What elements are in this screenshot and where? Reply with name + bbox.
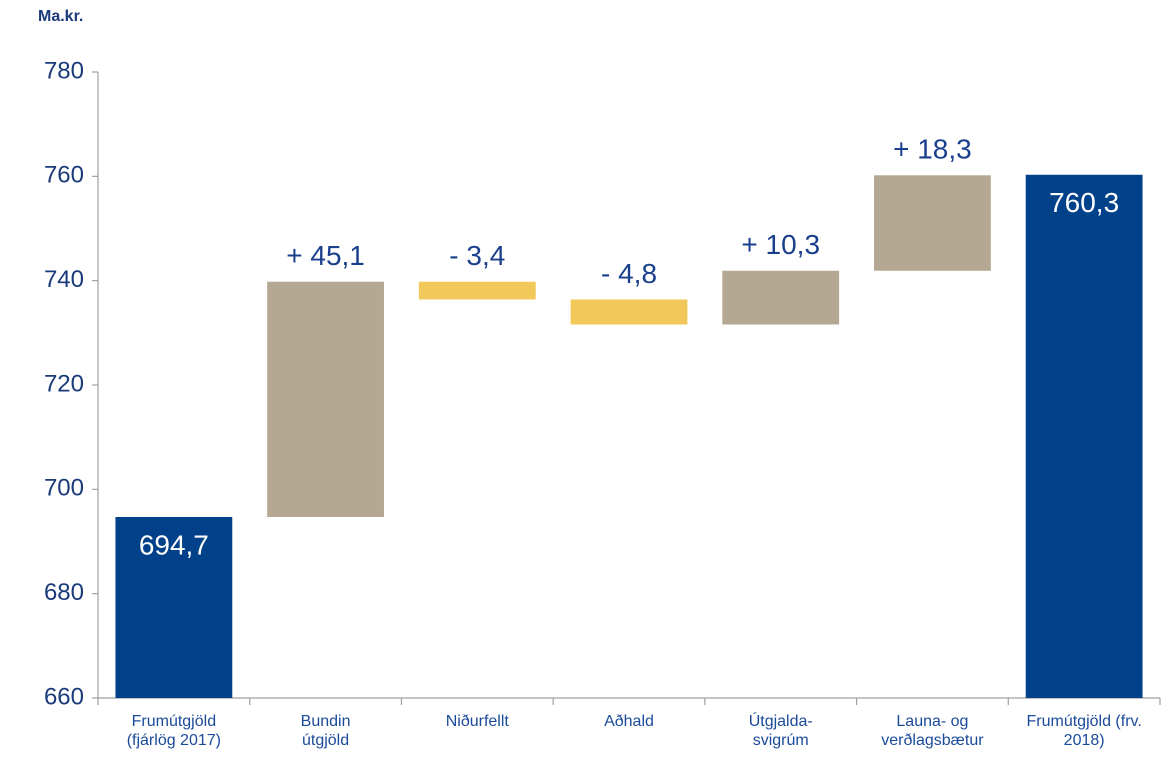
- bar: [1025, 174, 1143, 699]
- value-label: - 3,4: [449, 240, 505, 271]
- x-tick-label: Launa- og verðlagsbætur: [881, 713, 984, 749]
- value-label: 694,7: [139, 529, 209, 560]
- x-tick-label: Niðurfellt: [446, 713, 510, 730]
- x-tick-label: Aðhald: [604, 713, 654, 730]
- value-label: + 45,1: [286, 240, 365, 271]
- value-label: + 18,3: [893, 134, 972, 165]
- bar: [874, 175, 991, 271]
- x-tick-label: Útgjalda-svigrúm: [749, 711, 813, 749]
- value-label: - 4,8: [601, 258, 657, 289]
- y-tick-label: 780: [44, 57, 84, 84]
- value-label: + 10,3: [741, 229, 820, 260]
- y-tick-label: 740: [44, 266, 84, 293]
- y-tick-label: 700: [44, 475, 84, 502]
- y-tick-label: 660: [44, 683, 84, 710]
- bar: [267, 281, 384, 517]
- bar: [418, 281, 536, 300]
- value-label: 760,3: [1049, 187, 1119, 218]
- y-tick-label: 720: [44, 370, 84, 397]
- x-tick-label: Frumútgjöld (fjárlög 2017): [127, 713, 221, 749]
- y-axis-label: Ma.kr.: [38, 8, 83, 25]
- bar: [570, 299, 688, 325]
- y-tick-label: 680: [44, 579, 84, 606]
- x-tick-label: Bundin útgjöld: [301, 713, 351, 749]
- y-tick-label: 760: [44, 162, 84, 189]
- bar: [115, 516, 233, 698]
- bar: [722, 270, 840, 325]
- x-tick-label: Frumútgjöld (frv. 2018): [1027, 713, 1142, 749]
